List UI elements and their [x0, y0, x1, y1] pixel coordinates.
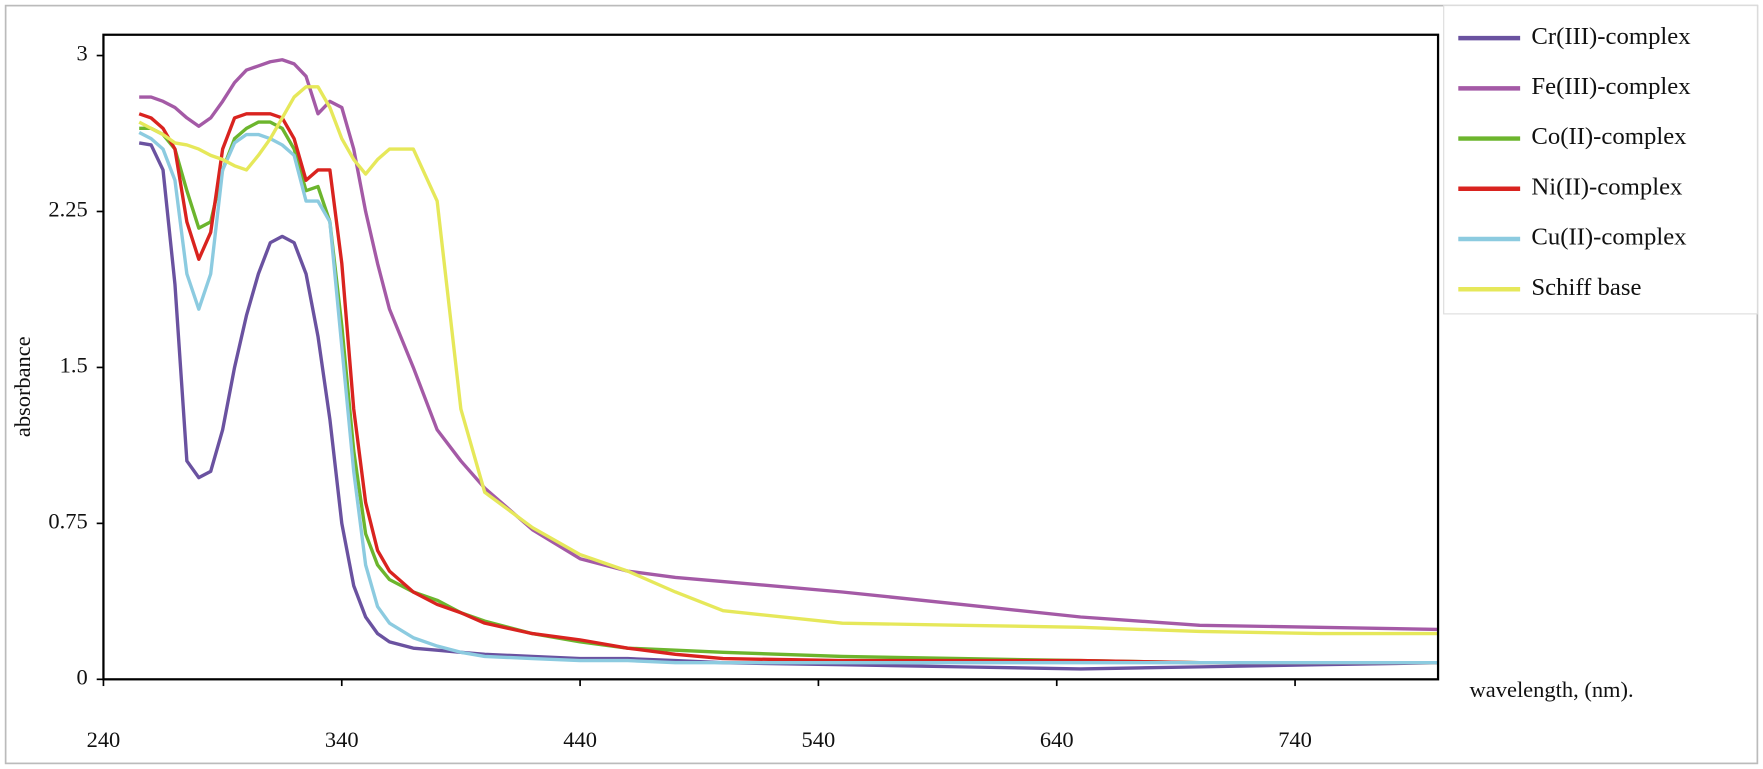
y-tick-label: 0	[76, 664, 87, 689]
x-tick-label: 240	[87, 727, 121, 752]
plot-border	[102, 33, 1440, 681]
series-line	[138, 112, 1439, 665]
y-tick-label: 3	[76, 41, 87, 66]
series-line	[138, 131, 1439, 665]
x-tick-label: 340	[325, 727, 359, 752]
series-line	[138, 85, 1439, 636]
x-tick-label: 540	[802, 727, 836, 752]
series-line	[139, 58, 1439, 632]
legend-label: Fe(III)-complex	[1531, 73, 1691, 100]
x-tick-label: 740	[1278, 727, 1312, 752]
legend-label: Schiff base	[1531, 274, 1641, 301]
x-tick-label: 640	[1040, 727, 1074, 752]
legend-label: Cr(III)-complex	[1531, 23, 1691, 50]
y-axis-label: absorbance	[10, 336, 35, 437]
legend-box	[1443, 5, 1758, 315]
legend-label: Ni(II)-complex	[1531, 173, 1683, 200]
x-tick-label: 440	[563, 727, 597, 752]
legend-label: Co(II)-complex	[1531, 123, 1687, 150]
y-tick-label: 0.75	[48, 509, 87, 534]
y-tick-label: 1.5	[60, 353, 88, 378]
y-tick-label: 2.25	[48, 197, 87, 222]
x-axis-label: wavelength, (nm).	[1470, 677, 1634, 702]
legend-label: Cu(II)-complex	[1531, 224, 1687, 251]
